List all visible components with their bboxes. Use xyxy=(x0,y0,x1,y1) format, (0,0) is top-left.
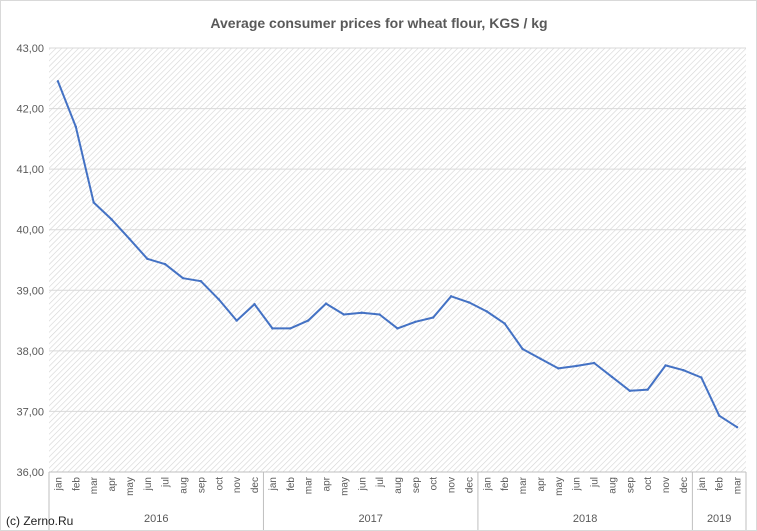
x-tick-label: feb xyxy=(500,477,511,491)
data-point xyxy=(253,303,256,306)
data-point xyxy=(575,364,578,368)
data-point xyxy=(396,327,399,330)
year-label: 2019 xyxy=(707,513,731,525)
data-point xyxy=(324,302,328,305)
data-point xyxy=(592,361,596,365)
x-tick-label: nov xyxy=(232,477,243,493)
x-tick-label: may xyxy=(339,477,350,496)
x-tick-label: oct xyxy=(214,477,225,491)
data-point xyxy=(342,313,346,316)
data-point xyxy=(628,389,632,393)
data-point xyxy=(128,237,131,240)
data-point xyxy=(449,295,453,298)
chart-title: Average consumer prices for wheat flour,… xyxy=(210,15,547,31)
y-tick-label: 37,00 xyxy=(16,406,44,418)
data-point xyxy=(146,257,149,260)
data-point xyxy=(610,375,614,379)
data-point xyxy=(235,319,238,322)
data-point xyxy=(717,414,721,417)
y-axis: 36,00 37,00 38,00 39,00 40,00 41,00 42,00 43,00 xyxy=(16,43,746,479)
x-tick-label: aug xyxy=(393,477,404,494)
y-tick-label: 41,00 xyxy=(16,164,44,176)
data-point xyxy=(360,311,363,314)
data-point xyxy=(56,80,60,83)
data-point xyxy=(74,125,78,128)
x-tick-label: jul xyxy=(161,477,172,488)
data-point xyxy=(503,322,506,325)
x-tick-label: aug xyxy=(179,477,190,494)
data-point xyxy=(485,310,489,313)
y-tick-label: 39,00 xyxy=(16,285,44,297)
y-tick-label: 38,00 xyxy=(16,346,44,358)
data-point xyxy=(92,201,95,204)
x-tick-label: aug xyxy=(607,477,618,494)
year-label: 2016 xyxy=(144,513,168,525)
x-tick-label: sep xyxy=(625,477,636,494)
x-tick-label: nov xyxy=(447,477,458,493)
year-label: 2017 xyxy=(358,513,382,525)
y-tick-label: 43,00 xyxy=(16,43,44,55)
data-point xyxy=(539,357,542,360)
x-tick-label: apr xyxy=(322,476,333,491)
plot-area xyxy=(49,48,746,472)
data-point xyxy=(163,263,167,266)
data-point xyxy=(646,388,649,391)
x-tick-label: mar xyxy=(518,476,529,494)
x-tick-label: nov xyxy=(661,477,672,493)
data-point xyxy=(414,320,417,323)
x-tick-label: sep xyxy=(411,477,422,494)
x-tick-label: apr xyxy=(107,476,118,491)
x-tick-label: oct xyxy=(429,477,440,491)
x-tick-label: feb xyxy=(286,477,297,491)
x-tick-label: jun xyxy=(143,477,154,491)
x-tick-label: jan xyxy=(482,477,493,491)
data-point xyxy=(378,313,381,316)
x-tick-label: jun xyxy=(357,477,368,491)
data-point xyxy=(521,347,524,351)
x-tick-label: mar xyxy=(304,476,315,494)
data-point xyxy=(110,218,113,221)
data-point xyxy=(700,376,703,379)
x-tick-label: may xyxy=(125,477,136,496)
x-tick-label: dec xyxy=(464,477,475,493)
x-tick-label: jan xyxy=(268,477,279,491)
x-tick-label: feb xyxy=(715,477,726,491)
x-tick-label: jul xyxy=(375,477,386,488)
x-tick-label: sep xyxy=(196,477,207,494)
data-point xyxy=(467,301,471,304)
data-point xyxy=(199,280,203,283)
x-tick-label: dec xyxy=(250,477,261,493)
x-tick-label: jun xyxy=(572,477,583,491)
x-tick-label: apr xyxy=(536,476,547,491)
x-tick-label: jul xyxy=(590,477,601,488)
series-layer xyxy=(56,80,739,429)
data-point xyxy=(682,369,685,372)
y-tick-label: 36,00 xyxy=(16,467,44,479)
x-tick-label: mar xyxy=(733,476,744,494)
y-tick-label: 42,00 xyxy=(16,104,44,116)
x-tick-label: jan xyxy=(53,477,64,491)
data-point xyxy=(432,316,435,319)
year-label: 2018 xyxy=(573,513,597,525)
y-tick-label: 40,00 xyxy=(16,225,44,237)
x-tick-label: oct xyxy=(643,477,654,491)
data-point xyxy=(557,367,560,370)
x-tick-label: feb xyxy=(71,477,82,491)
data-point xyxy=(306,319,310,322)
data-point xyxy=(181,276,185,280)
x-tick-label: dec xyxy=(679,477,690,493)
data-point xyxy=(664,364,667,367)
x-tick-label: jan xyxy=(697,477,708,491)
watermark: (c) Zerno.Ru xyxy=(6,514,73,528)
data-point xyxy=(271,327,274,330)
data-point xyxy=(289,327,292,330)
x-tick-label: may xyxy=(554,477,565,496)
x-tick-label: mar xyxy=(89,476,100,494)
data-point xyxy=(217,298,220,301)
data-point xyxy=(735,425,739,429)
x-axis: jan feb mar apr may jun jul aug sep oct nov dec jan f… xyxy=(48,471,747,530)
